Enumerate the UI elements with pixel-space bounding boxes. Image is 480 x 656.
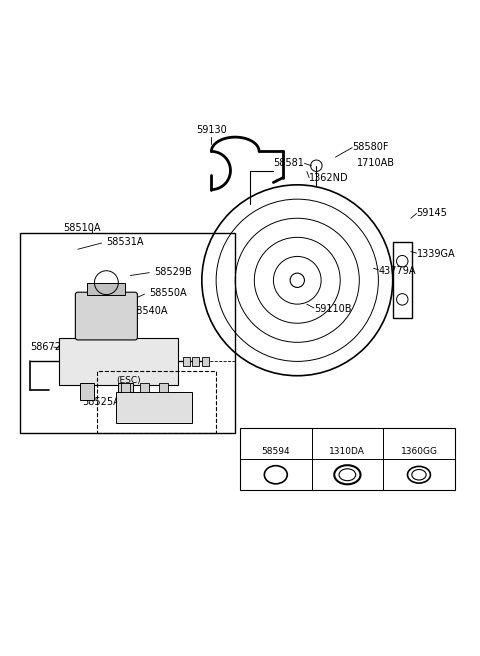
Circle shape [290,273,304,287]
Bar [183,357,190,366]
Text: 58510A: 58510A [63,223,101,233]
Text: 58525A: 58525A [83,397,120,407]
Text: 1362ND: 1362ND [309,173,349,182]
Bar [87,283,125,295]
Text: 58540A: 58540A [130,306,168,316]
Text: 58672: 58672 [30,342,61,352]
Bar [116,392,192,423]
Text: 59145: 59145 [417,209,447,218]
Bar [240,428,455,490]
Bar [159,383,168,392]
Text: 58550A: 58550A [149,288,187,298]
Text: 1310DA: 1310DA [329,447,365,457]
Bar [140,383,149,392]
Text: 58580F: 58580F [352,142,389,152]
Text: 1710AB: 1710AB [357,158,395,169]
FancyBboxPatch shape [75,292,137,340]
Bar [118,383,132,400]
Bar [192,357,199,366]
Text: 43779A: 43779A [378,266,416,276]
Text: 58529B: 58529B [154,267,192,277]
Text: 1339GA: 1339GA [417,249,455,259]
Text: (ESC): (ESC) [116,377,141,385]
Text: 58594: 58594 [262,447,290,457]
Bar [21,233,235,433]
Text: 59130: 59130 [196,125,227,134]
Bar [97,371,216,433]
Bar [120,383,130,392]
Bar [393,242,412,318]
Bar [80,383,95,400]
Bar [202,357,209,366]
Text: 1360GG: 1360GG [400,447,437,457]
Bar [59,338,178,385]
Text: 58581: 58581 [274,158,304,169]
Text: 59110B: 59110B [314,304,351,314]
Text: 58531A: 58531A [107,237,144,247]
